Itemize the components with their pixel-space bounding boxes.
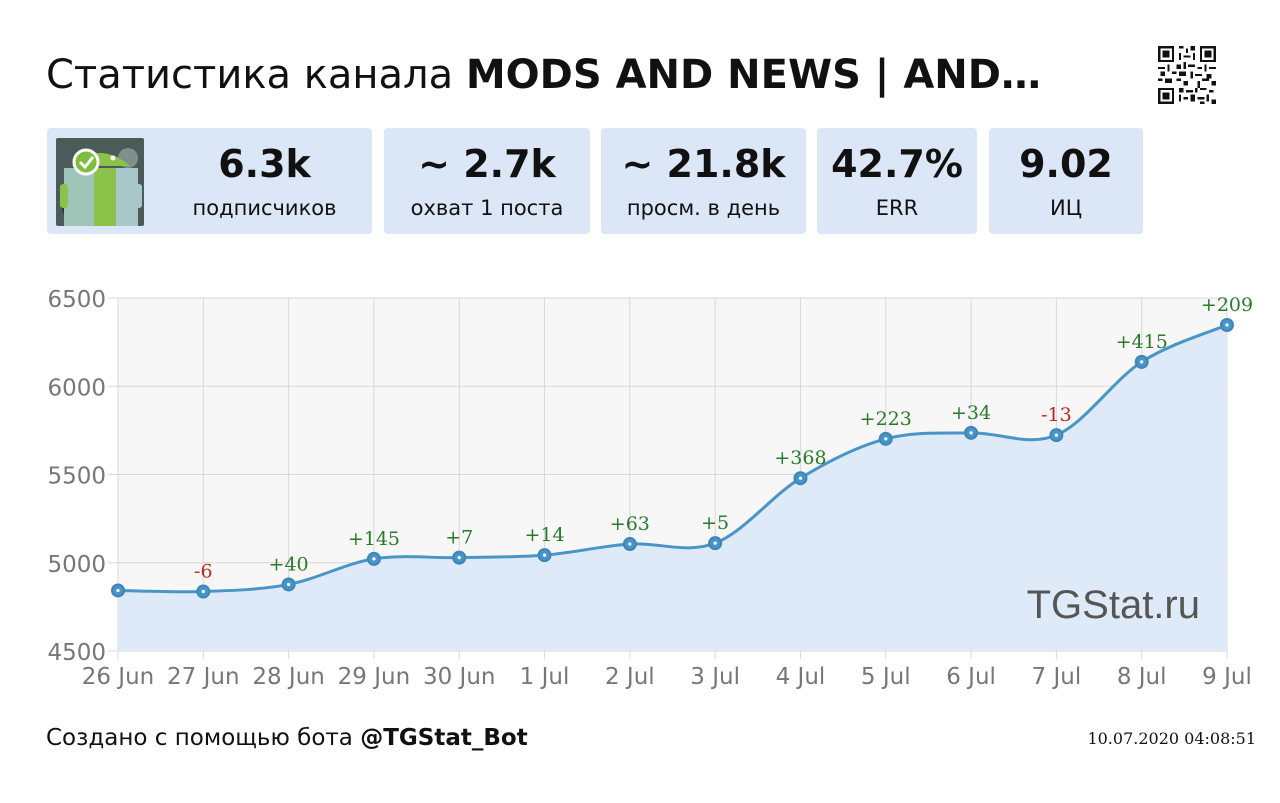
watermark-text: TGStat.ru [1027,583,1200,627]
subscribers-card: 6.3k подписчиков [47,128,372,234]
err-label: ERR [875,196,919,220]
x-tick-label: 9 Jul [1202,664,1252,690]
subscribers-value: 6.3k [218,142,311,186]
x-tick-label: 1 Jul [520,664,570,690]
bot-link[interactable]: @TGStat_Bot [360,725,528,751]
data-point-center [798,476,803,480]
android-logo-icon [56,138,144,226]
area-fill [118,325,1227,651]
x-tick-label: 5 Jul [861,664,911,690]
err-value: 42.7% [831,142,963,186]
page-title: Статистика канала MODS AND NEWS | AND… [46,48,1041,102]
citation-index-value: 9.02 [1019,142,1113,186]
x-tick-label: 7 Jul [1032,664,1082,690]
err-card: 42.7% ERR [817,128,977,234]
data-point-center [372,557,376,561]
x-tick-label: 27 Jun [167,664,240,690]
footer-prefix: Создано с помощью бота [46,725,361,751]
data-label: +14 [524,524,564,546]
data-point-center [1140,360,1144,364]
data-point-center [1054,433,1058,437]
title-prefix: Статистика канала [46,52,466,98]
data-label: -6 [194,561,213,583]
footer-credit: Создано с помощью бота @TGStat_Bot [46,723,528,753]
reach-card: ~ 2.7k охват 1 поста [384,128,590,234]
subscribers-label: подписчиков [192,196,337,220]
y-tick-label: 5000 [47,552,106,578]
daily-views-value: ~ 21.8k [621,142,786,186]
data-label: +415 [1116,331,1168,353]
x-tick-label: 28 Jun [252,664,325,690]
y-tick-label: 5500 [47,464,106,490]
daily-views-label: просм. в день [626,196,781,220]
y-tick-label: 4500 [47,640,106,666]
data-label: +5 [701,512,729,534]
data-point-center [457,556,461,560]
data-point-center [542,553,547,557]
x-tick-label: 29 Jun [338,664,411,690]
x-tick-label: 2 Jul [605,664,655,690]
daily-views-card: ~ 21.8k просм. в день [601,128,806,234]
data-point-center [287,582,291,587]
data-point-center [969,431,973,435]
data-point-center [116,588,120,593]
data-point-center [201,589,205,594]
qr-code-icon [1158,46,1216,104]
data-label: +209 [1201,294,1253,316]
x-tick-label: 26 Jun [82,664,155,690]
data-point-center [628,542,632,546]
x-tick-label: 3 Jul [690,664,740,690]
data-label: +63 [610,513,650,535]
y-tick-label: 6000 [47,375,106,401]
data-label: +7 [445,527,473,549]
x-tick-label: 6 Jul [946,664,996,690]
data-point-center [713,541,717,545]
timestamp: 10.07.2020 04:08:51 [1087,729,1256,748]
reach-label: охват 1 поста [410,196,564,220]
x-tick-label: 30 Jun [423,664,496,690]
channel-avatar [56,138,144,226]
data-label: +40 [269,553,309,575]
citation-index-card: 9.02 ИЦ [989,128,1143,234]
data-label: +223 [860,408,912,430]
x-tick-label: 8 Jul [1117,664,1167,690]
data-label: -13 [1041,404,1072,426]
y-tick-label: 6500 [47,287,106,313]
data-point-center [884,437,888,441]
reach-value: ~ 2.7k [418,142,556,186]
x-tick-label: 4 Jul [776,664,826,690]
citation-index-label: ИЦ [1049,196,1082,220]
data-point-center [1225,323,1229,327]
channel-name: MODS AND NEWS | AND… [465,52,1041,98]
data-label: +368 [774,447,826,469]
data-label: +34 [951,402,991,424]
data-label: +145 [348,528,400,550]
